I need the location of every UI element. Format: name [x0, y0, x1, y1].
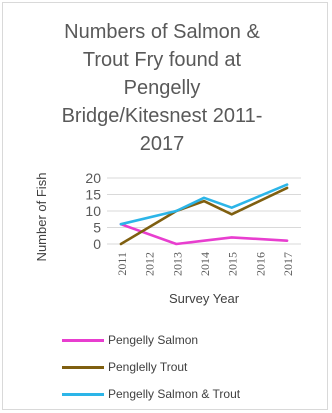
x-tick-label: 2016	[253, 252, 267, 276]
x-tick-label: 2014	[198, 252, 212, 276]
legend-item: Pengelly Salmon	[62, 330, 322, 350]
chart-title-line-5: 2017	[139, 133, 185, 155]
x-tick-label: 2013	[170, 252, 184, 276]
series-line-2	[119, 186, 289, 246]
y-axis-label: Number of Fish	[34, 173, 49, 262]
x-tick-label: 2017	[281, 252, 295, 276]
y-tick-label: 5	[93, 220, 101, 236]
legend-label: Pengelly Salmon	[108, 333, 199, 347]
legend-item: Pengelly Salmon & Trout	[62, 384, 322, 404]
x-tick-label: 2011	[115, 252, 129, 276]
x-tick-label: 2012	[143, 252, 157, 276]
y-tick-label: 15	[85, 187, 101, 203]
y-tick-label: 0	[93, 236, 101, 252]
x-tick-labels: 2011 2012 2013 2014 2015 2016 2017	[115, 252, 295, 276]
chart-title-line-1: Numbers of Salmon &	[64, 21, 260, 43]
legend-label: Pengelly Salmon & Trout	[108, 387, 241, 401]
legend-swatch	[62, 392, 104, 396]
x-axis-label: Survey Year	[169, 291, 240, 306]
series-line-1	[119, 222, 289, 246]
legend-swatch	[62, 365, 104, 369]
y-tick-label: 10	[85, 203, 101, 219]
chart-title-line-4: Bridge/Kitesnest 2011-	[61, 105, 263, 127]
chart-title-line-2: Trout Fry found at	[82, 49, 242, 71]
chart-frame	[2, 2, 328, 410]
series-line-3	[119, 183, 289, 226]
y-tick-label: 20	[85, 170, 101, 186]
x-tick-label: 2015	[226, 252, 240, 276]
legend-swatch	[62, 338, 104, 342]
legend-item: Penglelly Trout	[62, 357, 322, 377]
series-lines	[119, 183, 289, 246]
chart-title: Numbers of Salmon & Trout Fry found at P…	[12, 18, 312, 158]
gridlines	[107, 177, 301, 245]
legend-label: Penglelly Trout	[108, 360, 188, 374]
chart-title-line-3: Pengelly	[123, 77, 201, 99]
